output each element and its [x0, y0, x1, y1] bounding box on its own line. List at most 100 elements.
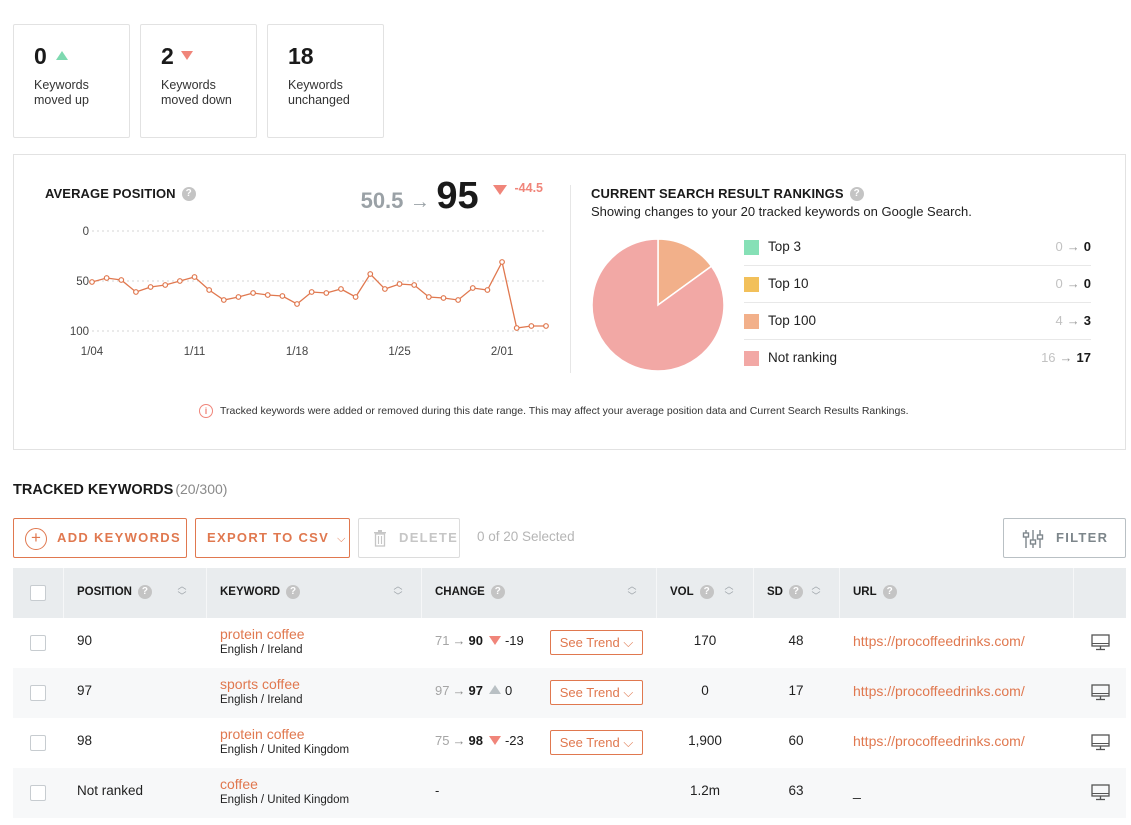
header-change-label: CHANGE — [435, 586, 485, 599]
sort-icon[interactable]: ︿ ﹀ — [393, 581, 403, 601]
tracked-keywords-heading: TRACKED KEYWORDS (20/300) — [13, 481, 227, 498]
legend-row-top3: Top 3 0 → 0 — [744, 229, 1091, 266]
filter-label: FILTER — [1056, 530, 1109, 545]
notice-text: Tracked keywords were added or removed d… — [220, 404, 909, 417]
row-url: _ — [853, 783, 861, 799]
row-position: 98 — [77, 733, 93, 748]
legend-new: 3 — [1083, 313, 1091, 328]
rankings-pie-chart — [591, 238, 725, 372]
table-row: Not ranked coffee English / United Kingd… — [13, 768, 1126, 818]
header-sd-label: SD — [767, 586, 783, 599]
unchanged-label: Keywords unchanged — [288, 78, 350, 107]
header-keyword[interactable]: KEYWORD? — [220, 585, 301, 599]
legend-new: 0 — [1083, 276, 1091, 291]
data-point — [440, 295, 447, 301]
add-keywords-label: ADD KEYWORDS — [57, 530, 181, 545]
row-vol: 0 — [701, 683, 709, 698]
column-divider — [656, 568, 657, 618]
help-icon[interactable]: ? — [699, 585, 714, 599]
data-point — [294, 301, 300, 307]
data-point — [543, 323, 549, 329]
see-trend-button[interactable]: See Trend ⌵ — [550, 730, 643, 755]
help-icon[interactable]: ? — [788, 585, 803, 599]
column-divider — [839, 568, 840, 618]
export-csv-label: EXPORT TO CSV — [207, 530, 330, 545]
help-icon[interactable]: ? — [286, 585, 301, 599]
data-point — [103, 275, 110, 281]
export-csv-button[interactable]: EXPORT TO CSV ⌵ — [195, 518, 350, 558]
header-sd[interactable]: SD? — [767, 585, 803, 599]
sort-icon[interactable]: ︿ ﹀ — [724, 581, 734, 601]
data-point — [89, 279, 95, 285]
info-icon: i — [199, 404, 213, 418]
unchanged-count: 18 — [288, 43, 314, 69]
help-icon[interactable]: ? — [181, 186, 196, 201]
header-change[interactable]: CHANGE? — [435, 585, 505, 599]
average-position-title: AVERAGE POSITION — [45, 186, 176, 201]
keywords-table: POSITION? ︿ ﹀ KEYWORD? ︿ ﹀ CHANGE? ︿ ﹀ VOL?… — [13, 568, 1126, 818]
row-url[interactable]: https://procoffeedrinks.com/ — [853, 633, 1025, 649]
change-cell: 71 → 90 -19 — [435, 633, 524, 648]
data-point — [308, 289, 315, 295]
date-range-notice: i Tracked keywords were added or removed … — [199, 404, 909, 418]
average-position-heading: AVERAGE POSITION? — [45, 185, 196, 203]
row-url[interactable]: https://procoffeedrinks.com/ — [853, 733, 1025, 749]
arrow-right-icon: → — [1066, 239, 1080, 254]
legend-row-top100: Top 100 4 → 3 — [744, 303, 1091, 340]
keyword-cell: coffee English / United Kingdom — [220, 776, 349, 806]
delete-button[interactable]: DELETE — [358, 518, 460, 558]
rankings-title: CURRENT SEARCH RESULT RANKINGS — [591, 186, 844, 201]
data-point — [499, 259, 505, 265]
table-row: 98 protein coffee English / United Kingd… — [13, 718, 1126, 768]
help-icon[interactable]: ? — [490, 585, 505, 599]
data-point — [176, 278, 183, 284]
data-point — [323, 290, 330, 296]
tracked-keywords-count: (20/300) — [175, 481, 228, 497]
row-checkbox[interactable] — [30, 635, 46, 651]
unchanged-card: 18 Keywords unchanged — [267, 24, 384, 138]
change-new: 98 — [468, 733, 483, 748]
header-url-label: URL — [853, 586, 877, 599]
add-keywords-button[interactable]: + ADD KEYWORDS — [13, 518, 187, 558]
arrow-right-icon: → — [1059, 350, 1073, 365]
legend-swatch — [744, 351, 759, 366]
help-icon[interactable]: ? — [849, 186, 864, 201]
row-url[interactable]: https://procoffeedrinks.com/ — [853, 683, 1025, 699]
down-arrow-icon — [488, 736, 501, 745]
data-point — [528, 323, 535, 329]
keyword-location: English / Ireland — [220, 644, 303, 656]
help-icon[interactable]: ? — [882, 585, 897, 599]
change-cell: - — [435, 783, 440, 798]
row-checkbox[interactable] — [30, 685, 46, 701]
data-point — [250, 290, 256, 296]
legend-value: 16 → 17 — [1041, 350, 1091, 365]
see-trend-button[interactable]: See Trend ⌵ — [550, 630, 643, 655]
keyword-link[interactable]: coffee — [220, 776, 258, 792]
x-tick-label: 1/25 — [388, 346, 410, 358]
desktop-monitor-icon — [1091, 784, 1110, 801]
header-position[interactable]: POSITION? — [77, 585, 152, 599]
desktop-monitor-icon — [1091, 684, 1110, 701]
sort-icon[interactable]: ︿ ﹀ — [627, 581, 637, 601]
sort-icon[interactable]: ︿ ﹀ — [177, 581, 187, 601]
y-tick-label: 0 — [83, 226, 89, 238]
row-checkbox[interactable] — [30, 785, 46, 801]
change-old: 97 — [435, 683, 450, 698]
y-tick-label: 100 — [70, 326, 89, 338]
chevron-down-icon: ⌵ — [623, 634, 634, 650]
row-checkbox[interactable] — [30, 735, 46, 751]
up-arrow-icon — [488, 685, 501, 694]
header-vol[interactable]: VOL? — [670, 585, 714, 599]
help-icon[interactable]: ? — [137, 585, 152, 599]
filter-button[interactable]: FILTER — [1003, 518, 1126, 558]
sort-icon[interactable]: ︿ ﹀ — [811, 581, 821, 601]
series-line — [91, 260, 546, 329]
data-point — [118, 277, 125, 283]
keyword-link[interactable]: sports coffee — [220, 676, 300, 692]
x-tick-label: 1/18 — [286, 346, 308, 358]
change-cell: 75 → 98 -23 — [435, 733, 524, 748]
keyword-link[interactable]: protein coffee — [220, 726, 305, 742]
keyword-link[interactable]: protein coffee — [220, 626, 305, 642]
see-trend-button[interactable]: See Trend ⌵ — [550, 680, 643, 705]
select-all-checkbox[interactable] — [30, 585, 46, 601]
